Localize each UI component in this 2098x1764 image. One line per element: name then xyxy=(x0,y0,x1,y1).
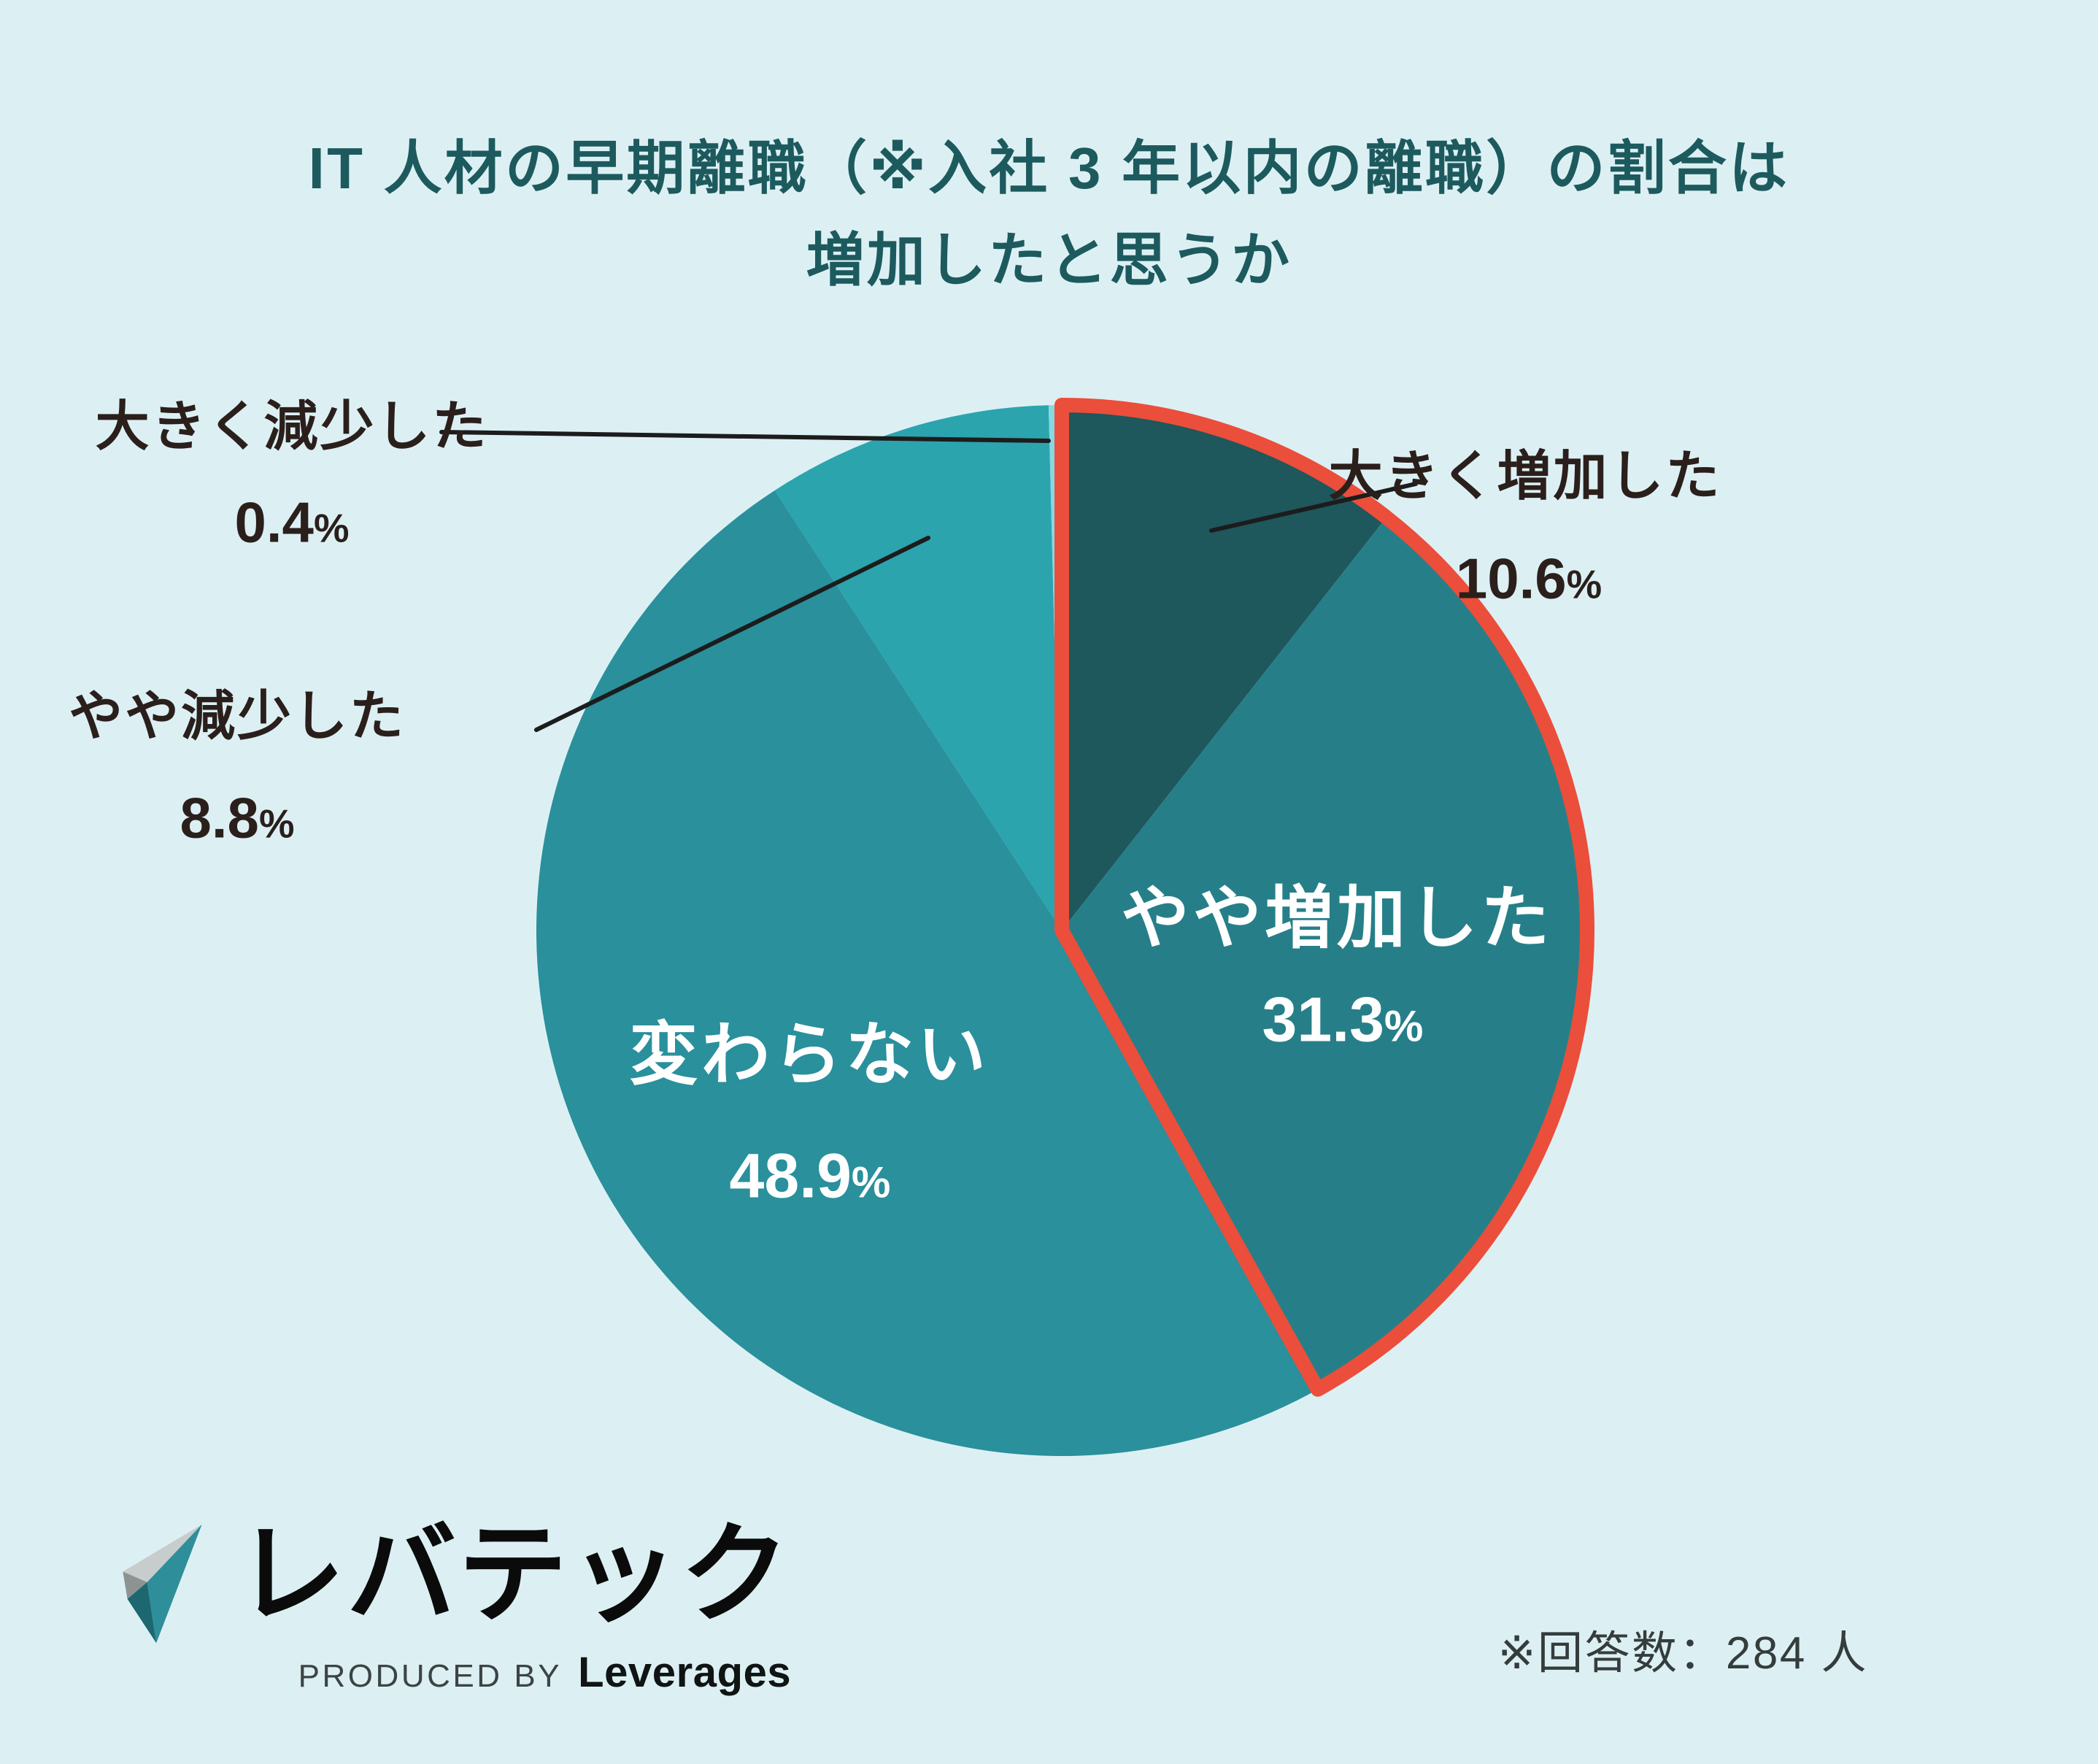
levtech-produced-by-row: PRODUCED BY Leverages xyxy=(298,1648,792,1697)
pie-slice-1 xyxy=(1062,517,1587,1390)
chart-title-line1: IT 人材の早期離職（※入社 3 年以内の離職）の割合は xyxy=(308,136,1790,201)
value-greatly-decreased-unit: % xyxy=(313,506,350,551)
highlight-outline xyxy=(1054,398,1594,1397)
value-unchanged-unit: % xyxy=(851,1158,891,1207)
pie-slice-2 xyxy=(536,490,1318,1457)
value-unchanged: 48.9% xyxy=(730,1141,891,1213)
levtech-logo-mark-icon xyxy=(123,1524,202,1644)
respondent-count-note: ※回答数：284 人 xyxy=(1497,1628,1868,1679)
leader-line-3 xyxy=(534,536,930,732)
label-greatly-increased: 大きく増加した xyxy=(1328,445,1722,507)
levtech-logo: レバテック PRODUCED BY Leverages xyxy=(117,1520,791,1697)
value-greatly-increased-unit: % xyxy=(1566,562,1603,607)
label-slightly-decreased: やや減少した xyxy=(69,685,406,747)
leverages-company-name: Leverages xyxy=(578,1649,792,1696)
value-slightly-increased: 31.3% xyxy=(1262,985,1424,1057)
value-greatly-increased: 10.6% xyxy=(1456,546,1602,612)
value-greatly-decreased-number: 0.4 xyxy=(234,490,314,555)
levtech-logo-text: レバテック PRODUCED BY Leverages xyxy=(236,1520,791,1697)
label-slightly-increased: やや増加した xyxy=(1120,879,1554,956)
value-slightly-decreased-number: 8.8 xyxy=(180,785,259,850)
label-greatly-decreased: 大きく減少した xyxy=(95,396,489,457)
levtech-brand-name: レバテック xyxy=(236,1513,792,1636)
value-greatly-increased-number: 10.6 xyxy=(1455,546,1567,611)
pie-slice-3 xyxy=(774,405,1062,931)
leader-line-4 xyxy=(439,430,1051,443)
value-slightly-decreased: 8.8% xyxy=(180,785,295,852)
value-unchanged-number: 48.9 xyxy=(729,1141,852,1212)
label-unchanged: 変わらない xyxy=(629,1016,990,1093)
pie-slice-0 xyxy=(1062,405,1387,931)
chart-title: IT 人材の早期離職（※入社 3 年以内の離職）の割合は 増加したと思うか xyxy=(0,123,2098,307)
value-slightly-increased-number: 31.3 xyxy=(1262,985,1384,1055)
leader-line-0 xyxy=(1209,482,1418,533)
value-greatly-decreased: 0.4% xyxy=(235,490,350,556)
chart-title-line2: 増加したと思うか xyxy=(806,228,1292,293)
value-slightly-increased-unit: % xyxy=(1384,1001,1424,1051)
value-slightly-decreased-unit: % xyxy=(258,801,295,847)
produced-by-text: PRODUCED BY xyxy=(298,1658,563,1694)
